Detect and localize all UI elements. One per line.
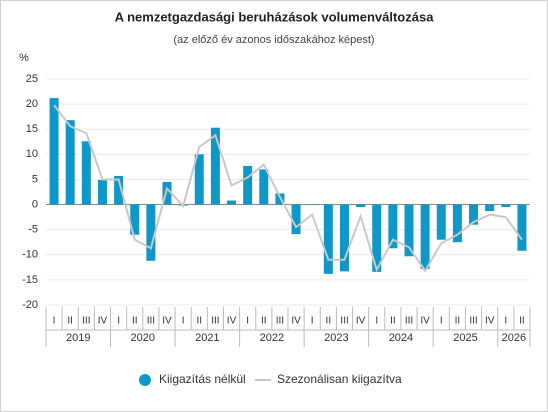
chart-title: A nemzetgazdasági beruházások volumenvál… (115, 9, 435, 24)
bar (210, 127, 220, 205)
year-label: 2025 (453, 332, 477, 344)
x-tick-label: IV (227, 316, 237, 327)
x-tick-label: IV (162, 316, 172, 327)
y-tick-label: 25 (26, 73, 38, 85)
x-tick-label: II (519, 316, 525, 327)
legend-symbol (139, 374, 151, 386)
year-label: 2023 (324, 332, 348, 344)
bar (162, 181, 172, 205)
year-label: 2022 (260, 332, 284, 344)
bar (49, 98, 59, 205)
x-tick-label: I (246, 316, 249, 327)
x-tick-label: III (405, 316, 413, 327)
x-tick-label: IV (98, 316, 108, 327)
bar (339, 204, 349, 272)
x-tick-label: IV (291, 316, 301, 327)
x-tick-label: III (469, 316, 477, 327)
x-tick-label: II (455, 316, 461, 327)
x-tick-label: II (132, 316, 138, 327)
bar (501, 204, 511, 208)
y-tick-label: 10 (26, 148, 38, 160)
y-tick-label: 20 (26, 98, 38, 110)
bar (291, 204, 301, 235)
bar (227, 200, 237, 205)
y-tick-label: -15 (22, 274, 38, 286)
line (53, 104, 523, 273)
x-tick-label: III (211, 316, 219, 327)
x-tick-label: III (340, 316, 348, 327)
bar (436, 204, 446, 240)
bar (323, 204, 333, 274)
x-tick-label: II (67, 316, 73, 327)
x-tick-label: IV (485, 316, 495, 327)
x-tick-label: I (440, 316, 443, 327)
year-label: 2021 (195, 332, 219, 344)
bar (388, 204, 398, 249)
bar (404, 204, 414, 257)
y-axis-label: % (19, 52, 29, 64)
bar (194, 154, 204, 205)
x-tick-label: IV (420, 316, 430, 327)
bar (97, 179, 107, 205)
y-tick-label: -10 (22, 249, 38, 261)
y-tick-label: 5 (32, 173, 38, 185)
chart-subtitle: (az előző év azonos időszakához képest) (173, 34, 374, 46)
x-tick-label: IV (356, 316, 366, 327)
year-label: 2026 (502, 332, 526, 344)
x-tick-label: III (82, 316, 90, 327)
bar (452, 204, 462, 243)
year-label: 2020 (131, 332, 155, 344)
bar (259, 169, 269, 205)
bar (130, 204, 140, 235)
y-tick-label: 0 (32, 198, 38, 210)
bar (420, 204, 430, 269)
x-tick-label: II (196, 316, 202, 327)
y-tick-label: 15 (26, 123, 38, 135)
bar (81, 141, 91, 205)
bar (485, 204, 495, 212)
bar (469, 204, 479, 225)
bar (114, 175, 124, 205)
x-tick-label: III (276, 316, 284, 327)
legend-label: Szezonálisan kiigazítva (277, 372, 402, 386)
bar (372, 204, 382, 272)
x-tick-label: II (261, 316, 267, 327)
bar (517, 204, 527, 251)
x-tick-label: III (147, 316, 155, 327)
y-tick-label: -5 (28, 224, 38, 236)
year-label: 2019 (66, 332, 90, 344)
x-tick-label: I (375, 316, 378, 327)
legend-label: Kiigazítás nélkül (159, 372, 246, 386)
x-tick-label: I (53, 316, 56, 327)
bar (356, 204, 366, 208)
x-tick-label: I (117, 316, 120, 327)
x-tick-label: II (390, 316, 396, 327)
x-tick-label: I (182, 316, 185, 327)
x-tick-label: II (326, 316, 332, 327)
bar (243, 165, 253, 205)
bar (146, 204, 156, 261)
y-tick-label: -20 (22, 299, 38, 311)
year-label: 2024 (389, 332, 413, 344)
x-tick-label: I (311, 316, 314, 327)
x-tick-label: I (504, 316, 507, 327)
bar (307, 204, 317, 205)
bar (65, 120, 75, 205)
